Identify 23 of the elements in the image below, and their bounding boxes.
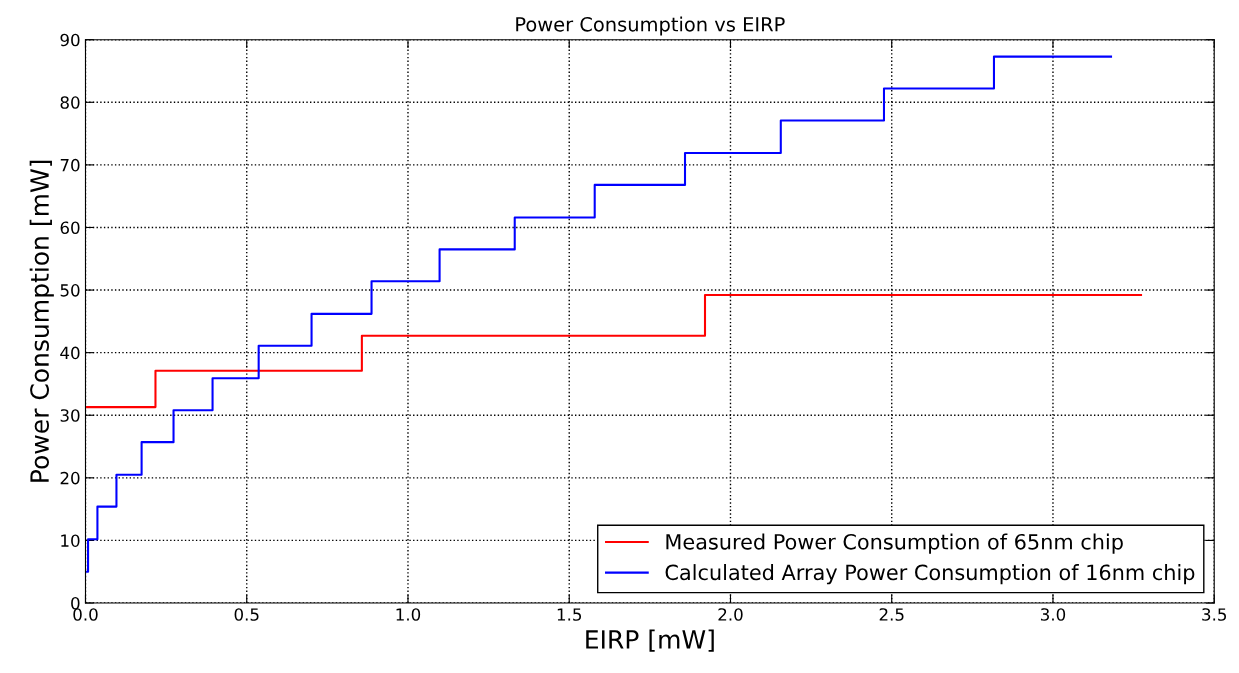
legend-label: Calculated Array Power Consumption of 16nm chip [665,564,1195,585]
y-tick-label: 40 [60,346,80,360]
x-tick-label: 3.5 [1202,608,1227,621]
y-tick-label: 10 [61,534,80,547]
x-tick-label: 0.5 [234,608,259,621]
y-tick-label: 90 [60,33,80,47]
x-tick-label: 1.0 [396,608,421,621]
y-tick-label: 20 [60,471,80,485]
legend-label: Measured Power Consumption of 65nm chip [666,533,1123,554]
y-tick-label: 50 [60,284,80,297]
x-axis-title: EIRP [mW] [586,629,714,652]
chart-title: Power Consumption vs EIRP [516,16,785,36]
y-tick-label: 0 [71,596,80,610]
x-tick-label: 2.5 [879,608,904,621]
x-tick-label: 1.5 [557,608,582,621]
y-tick-label: 30 [60,409,80,422]
y-tick-label: 60 [60,221,80,235]
y-axis-title: Power Consumption [mW] [29,160,54,482]
y-tick-label: 70 [60,158,80,172]
x-tick-label: 3.0 [1040,608,1066,621]
x-tick-label: 2.0 [718,608,743,621]
y-tick-label: 80 [60,96,80,109]
x-tick-label: 0.0 [73,608,98,621]
